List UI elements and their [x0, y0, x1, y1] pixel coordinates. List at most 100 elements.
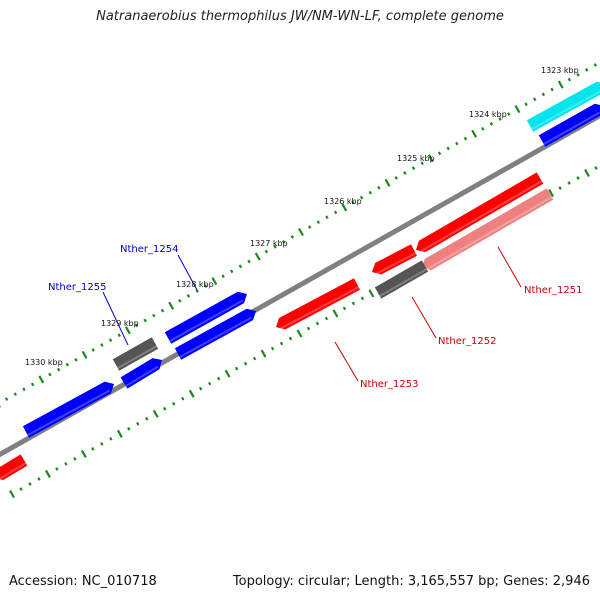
- gene-features: [0, 81, 600, 480]
- outer-tick: [377, 185, 381, 190]
- leader-nther-1254: [177, 254, 198, 291]
- gene-blue-top[interactable]: [538, 103, 600, 147]
- label-leader-lines: [102, 246, 522, 382]
- inner-tick: [9, 489, 15, 499]
- inner-tick: [19, 487, 23, 491]
- inner-tick: [306, 326, 311, 331]
- inner-tick: [296, 329, 303, 338]
- outer-tick: [178, 298, 182, 303]
- leader-nther-1253: [334, 341, 359, 382]
- outer-tick: [325, 215, 329, 220]
- gene-nther-1253[interactable]: [276, 278, 360, 330]
- gene-label-nther-1251[interactable]: Nther_1251: [524, 285, 582, 296]
- outer-tick: [427, 154, 434, 163]
- outer-tick: [316, 220, 321, 225]
- inner-tick: [80, 449, 87, 458]
- outer-tick: [221, 274, 225, 279]
- inner-tick: [224, 369, 231, 378]
- gene-blue-left[interactable]: [22, 381, 114, 438]
- outer-tick: [533, 97, 537, 102]
- outer-tick: [351, 200, 355, 205]
- gene-nther-1254-a-shine: [169, 299, 244, 342]
- outer-tick: [341, 203, 348, 212]
- gene-red-left[interactable]: [0, 454, 28, 480]
- inner-tick: [288, 336, 293, 341]
- tick-label-1330: 1330 kbp: [25, 358, 63, 367]
- inner-tick: [216, 376, 221, 381]
- outer-tick: [455, 141, 459, 146]
- inner-tick: [252, 356, 257, 361]
- inner-tick: [260, 349, 267, 358]
- outer-tick: [437, 151, 442, 156]
- inner-tick: [163, 406, 167, 411]
- inner-tick: [91, 447, 95, 451]
- gene-label-nther-1253[interactable]: Nther_1253: [360, 379, 418, 390]
- outer-tick: [550, 87, 554, 92]
- gene-nther-1251-shine: [423, 196, 553, 272]
- outer-tick: [168, 301, 175, 310]
- outer-tick: [211, 277, 218, 286]
- gene-label-nther-1255[interactable]: Nther_1255: [48, 282, 106, 293]
- inner-tick: [198, 386, 203, 391]
- gene-nther-1252[interactable]: [374, 260, 429, 299]
- outer-tick: [117, 333, 121, 338]
- outer-tick: [593, 63, 598, 67]
- inner-tick: [342, 306, 347, 311]
- gene-gray-mid[interactable]: [112, 337, 159, 371]
- outer-tick: [48, 372, 52, 377]
- inner-tick: [368, 289, 375, 298]
- outer-tick: [254, 252, 261, 261]
- inner-tick: [279, 341, 284, 346]
- outer-tick: [333, 210, 338, 215]
- outer-tick: [584, 67, 589, 72]
- outer-tick: [541, 92, 546, 97]
- gene-nther-1253-shine: [277, 286, 360, 332]
- outer-tick: [247, 259, 251, 264]
- inner-tick: [73, 457, 77, 461]
- gene-cyan-top-shine: [531, 90, 600, 131]
- inner-tick: [55, 467, 59, 471]
- leader-nther-1255: [102, 291, 129, 346]
- tick-label-1323: 1323 kbp: [541, 66, 579, 75]
- inner-tick: [188, 389, 195, 398]
- gene-nther-1252-a-shine: [373, 252, 417, 277]
- inner-tick: [332, 309, 339, 318]
- inner-tick: [351, 301, 356, 306]
- gene-nther-1254-a[interactable]: [164, 291, 247, 344]
- inner-tick: [567, 181, 571, 185]
- outer-tick: [91, 348, 95, 352]
- outer-tick: [557, 80, 564, 89]
- outer-tick: [307, 225, 312, 229]
- gene-blue-left-shine: [27, 389, 111, 437]
- leader-nther-1252: [411, 296, 437, 339]
- genome-title: Natranaerobius thermophilus JW/NM-WN-LF,…: [96, 9, 504, 24]
- tick-label-1325: 1325 kbp: [397, 154, 435, 163]
- outer-tick: [411, 166, 416, 170]
- gene-nther-1254[interactable]: [174, 308, 256, 360]
- gene-label-nther-1252[interactable]: Nther_1252: [438, 336, 496, 347]
- inner-tick: [116, 429, 123, 438]
- tick-label-1329: 1329 kbp: [101, 319, 139, 328]
- outer-tick: [230, 269, 234, 274]
- gene-label-nther-1254[interactable]: Nther_1254: [120, 244, 178, 255]
- gene-nther-1251-a[interactable]: [416, 172, 544, 253]
- outer-tick: [38, 375, 45, 384]
- outer-tick: [463, 136, 468, 141]
- outer-tick: [56, 367, 61, 372]
- inner-tick: [37, 477, 41, 481]
- gene-cyan-top[interactable]: [526, 81, 600, 132]
- outer-tick: [13, 392, 18, 397]
- outer-tick: [273, 244, 277, 249]
- tick-label-1326: 1326 kbp: [324, 197, 362, 206]
- gene-nther-1251[interactable]: [422, 188, 554, 271]
- gene-nther-1255[interactable]: [120, 358, 162, 389]
- kbp-tick-labels: 1323 kbp 1324 kbp 1325 kbp 1326 kbp 1327…: [25, 66, 579, 367]
- outer-tick: [30, 382, 35, 387]
- inner-tick: [243, 361, 248, 366]
- tick-label-1327: 1327 kbp: [250, 239, 288, 248]
- inner-tick: [270, 346, 275, 351]
- gene-nther-1252-a[interactable]: [372, 244, 417, 275]
- gene-nther-1255-shine: [125, 365, 159, 387]
- inner-tick: [558, 186, 562, 190]
- outer-tick: [359, 195, 364, 200]
